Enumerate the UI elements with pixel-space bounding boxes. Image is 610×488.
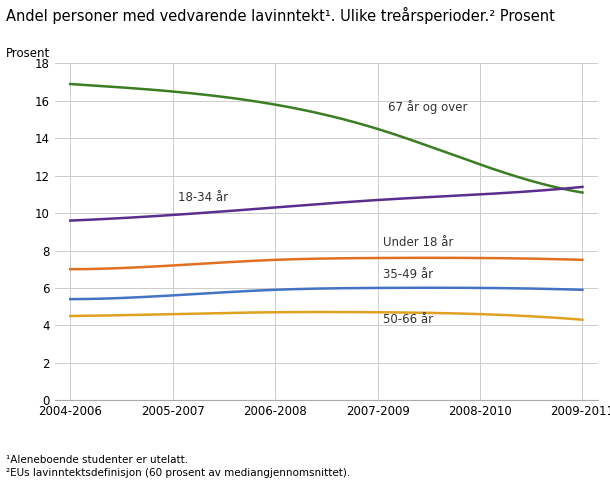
Text: ²EUs lavinntektsdefinisjon (60 prosent av mediangjennomsnittet).: ²EUs lavinntektsdefinisjon (60 prosent a… <box>6 468 350 477</box>
Text: Under 18 år: Under 18 år <box>382 236 453 249</box>
Text: 50-66 år: 50-66 år <box>382 313 433 326</box>
Text: ¹Aleneboende studenter er utelatt.: ¹Aleneboende studenter er utelatt. <box>6 455 188 465</box>
Text: 35-49 år: 35-49 år <box>382 268 433 282</box>
Text: 67 år og over: 67 år og over <box>388 100 467 114</box>
Text: 18-34 år: 18-34 år <box>178 191 228 204</box>
Text: Prosent: Prosent <box>6 47 50 60</box>
Text: Andel personer med vedvarende lavinntekt¹. Ulike treårsperioder.² Prosent: Andel personer med vedvarende lavinntekt… <box>6 7 555 24</box>
